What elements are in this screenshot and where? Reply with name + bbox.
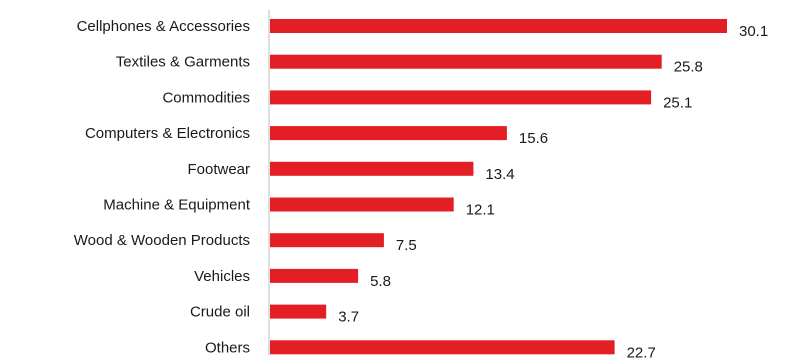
category-label-9: Others <box>205 339 250 356</box>
value-label-5: 12.1 <box>466 202 495 219</box>
category-label-3: Computers & Electronics <box>85 125 250 142</box>
bar-4 <box>270 161 474 176</box>
bar-1 <box>270 54 662 69</box>
bar-8 <box>270 304 327 319</box>
category-label-5: Machine & Equipment <box>103 197 251 214</box>
bar-2 <box>270 90 652 105</box>
category-label-6: Wood & Wooden Products <box>74 232 250 249</box>
bars-group <box>270 19 727 355</box>
value-label-8: 3.7 <box>338 309 359 326</box>
category-label-1: Textiles & Garments <box>116 54 250 71</box>
value-label-6: 7.5 <box>396 237 417 254</box>
category-label-0: Cellphones & Accessories <box>77 18 250 35</box>
category-label-7: Vehicles <box>194 268 250 285</box>
value-label-1: 25.8 <box>674 59 703 76</box>
category-label-4: Footwear <box>187 161 250 178</box>
bar-3 <box>270 126 507 141</box>
category-labels-group: Cellphones & Accessories Textiles & Garme… <box>74 18 251 356</box>
value-label-0: 30.1 <box>739 23 768 40</box>
value-label-9: 22.7 <box>627 344 656 358</box>
bar-6 <box>270 233 384 248</box>
value-label-7: 5.8 <box>370 273 391 290</box>
category-label-2: Commodities <box>162 89 250 106</box>
value-label-3: 15.6 <box>519 130 548 147</box>
bar-5 <box>270 197 454 212</box>
bar-0 <box>270 19 727 33</box>
value-label-4: 13.4 <box>485 166 514 183</box>
value-label-2: 25.1 <box>663 94 692 111</box>
bar-9 <box>270 340 615 355</box>
category-label-8: Crude oil <box>190 304 250 321</box>
bar-7 <box>270 268 359 283</box>
value-labels-group: 30.1 25.8 25.1 15.6 13.4 12.1 7.5 5.8 3.7 22.7 <box>338 23 768 358</box>
